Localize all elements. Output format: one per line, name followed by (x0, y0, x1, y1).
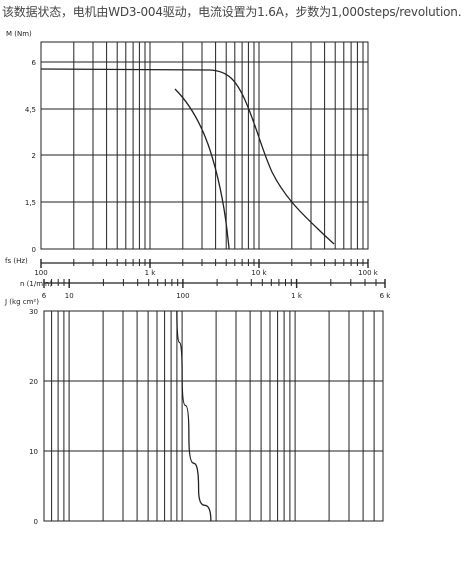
inertia-y-tick-label: 0 (34, 518, 38, 526)
inertia-curve (176, 310, 212, 522)
torque-axis-label: M (Nm) (6, 30, 32, 38)
torque-y-tick-label: 4,5 (25, 106, 36, 114)
torque-grid (41, 42, 368, 249)
inertia-y-ticks: 30 20 10 0 (29, 308, 38, 526)
fs-tick-label: 100 k (358, 269, 379, 277)
fs-axis-label: fs (Hz) (5, 257, 28, 265)
n-tick-label: 100 (176, 292, 189, 300)
n-ticks: 6 10 100 1 k 6 k (42, 279, 392, 300)
torque-curve-pull-in (174, 88, 230, 250)
inertia-chart: J (kg cm²) 30 20 10 0 (4, 298, 384, 526)
inertia-plot-frame (43, 310, 384, 522)
n-axis-label: n (1/min) (20, 280, 52, 288)
inertia-axis-label: J (kg cm²) (4, 298, 39, 306)
inertia-grid (44, 311, 384, 521)
figure-caption: 该数据状态，电机由WD3-004驱动，电流设置为1.6A，步数为1,000ste… (2, 5, 462, 19)
n-axis: n (1/min) 6 10 100 1 k 6 k (20, 279, 391, 300)
fs-ticks: 100 1 k 10 k 100 k (34, 259, 379, 277)
fs-tick-label: 1 k (145, 269, 157, 277)
torque-chart: M (Nm) 6 4,5 2 1,5 0 (6, 30, 369, 254)
inertia-y-tick-label: 10 (29, 448, 38, 456)
n-tick-label: 10 (65, 292, 74, 300)
torque-curve-pull-out (40, 68, 335, 245)
torque-y-tick-label: 1,5 (25, 199, 36, 207)
torque-plot-frame (40, 41, 369, 250)
n-tick-label: 6 (42, 292, 47, 300)
torque-y-tick-label: 0 (32, 246, 36, 254)
inertia-y-tick-label: 20 (29, 378, 38, 386)
torque-y-tick-label: 2 (32, 152, 36, 160)
inertia-y-tick-label: 30 (29, 308, 38, 316)
fs-tick-label: 10 k (251, 269, 267, 277)
n-tick-label: 6 k (380, 292, 392, 300)
torque-y-ticks: 6 4,5 2 1,5 0 (25, 59, 37, 254)
fs-axis: fs (Hz) 100 1 k 10 k 100 k (5, 257, 379, 277)
fs-tick-label: 100 (34, 269, 47, 277)
n-tick-label: 1 k (291, 292, 303, 300)
torque-y-tick-label: 6 (32, 59, 37, 67)
